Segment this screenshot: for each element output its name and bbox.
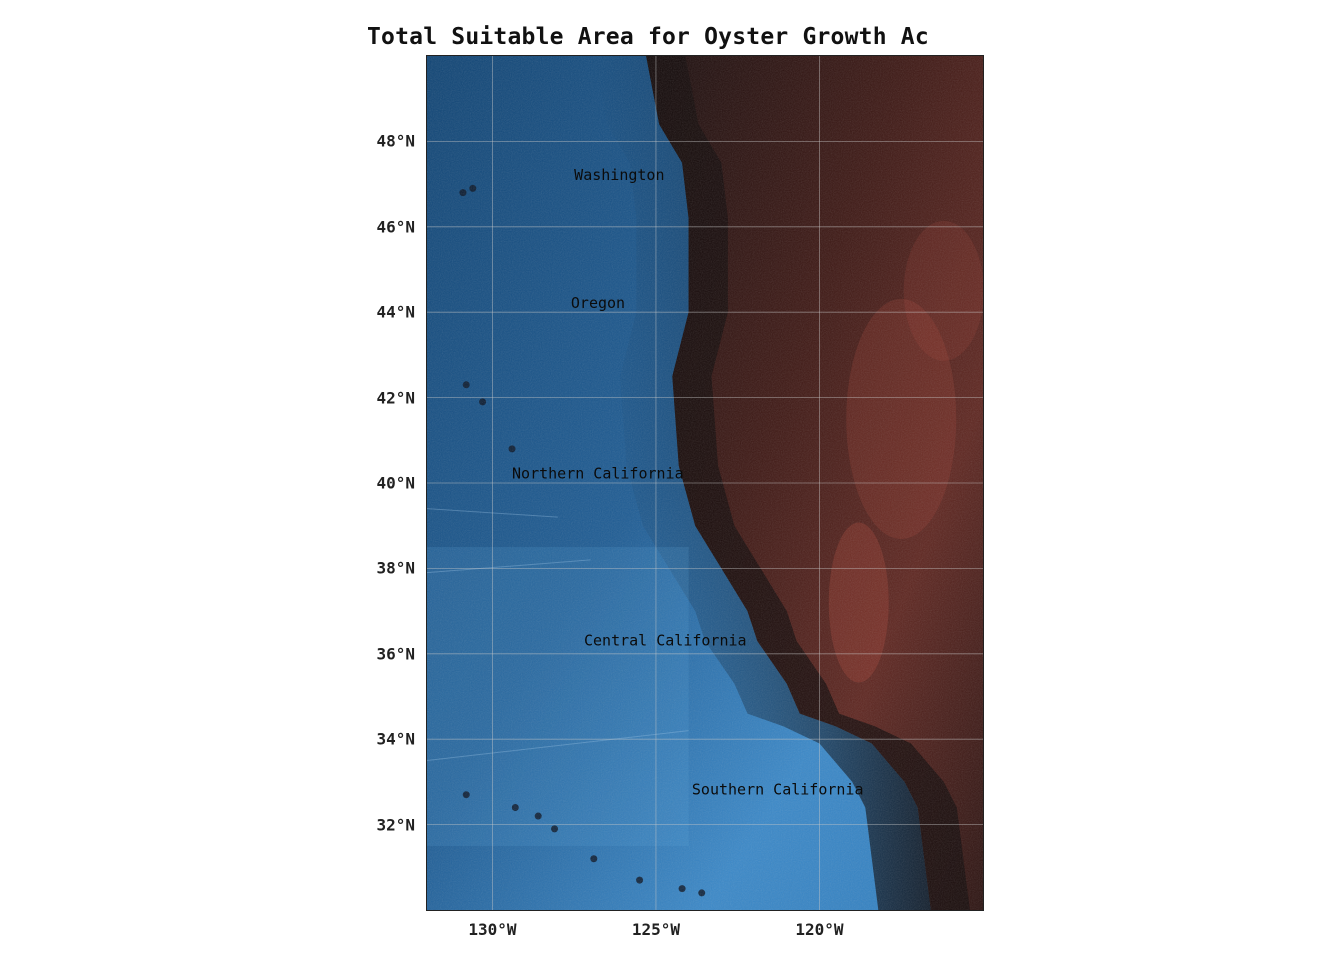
map-title: Total Suitable Area for Oyster Growth Ac (367, 24, 929, 50)
lat-tick-label: 42°N (376, 388, 415, 407)
lat-tick-label: 36°N (376, 644, 415, 663)
region-label: Central California (584, 631, 747, 649)
lat-tick-label: 46°N (376, 217, 415, 236)
region-label: Oregon (571, 294, 625, 312)
lat-tick-label: 44°N (376, 303, 415, 322)
region-label: Washington (574, 166, 664, 184)
map-panel: Washington Oregon Northern California Centr… (427, 56, 983, 910)
bathymetry-relief-map: Washington Oregon Northern California Centr… (427, 56, 983, 910)
lon-tick-label: 120°W (795, 920, 843, 939)
lon-tick-label: 125°W (632, 920, 680, 939)
title-container: Total Suitable Area for Oyster Growth Ac (300, 22, 984, 58)
region-label: Southern California (692, 781, 864, 799)
region-label: Northern California (512, 465, 684, 483)
lat-tick-label: 34°N (376, 730, 415, 749)
lat-tick-label: 40°N (376, 474, 415, 493)
lat-tick-label: 38°N (376, 559, 415, 578)
lat-tick-label: 32°N (376, 815, 415, 834)
lon-tick-label: 130°W (468, 920, 516, 939)
lat-tick-label: 48°N (376, 132, 415, 151)
